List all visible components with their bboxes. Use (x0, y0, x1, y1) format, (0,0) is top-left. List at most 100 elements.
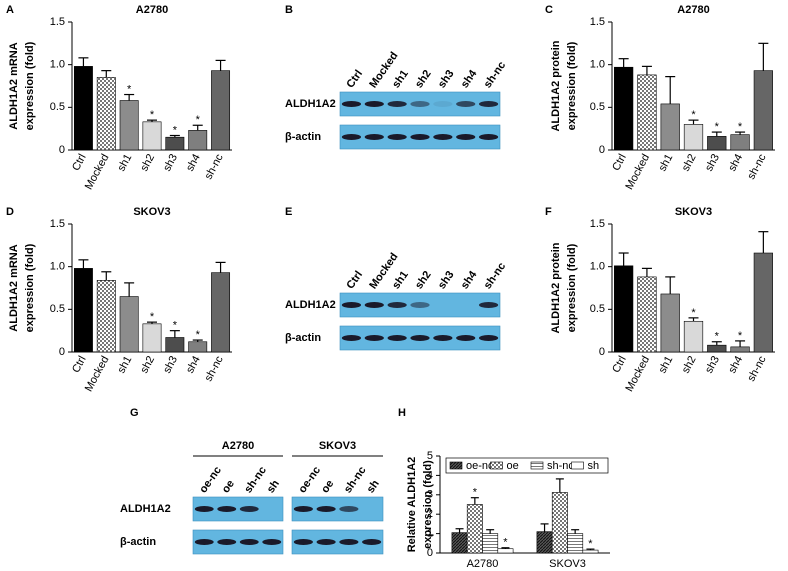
blot-band (364, 101, 384, 107)
y-axis-label: ALDH1A2 protein (550, 242, 562, 333)
x-tick-label: sh-nc (745, 354, 768, 384)
blot-band (478, 335, 499, 341)
significance-mark: * (173, 320, 178, 332)
blot-band (339, 506, 359, 512)
panel-label: C (545, 4, 553, 16)
legend-label: oe-nc (466, 460, 494, 472)
blot-band (387, 134, 407, 140)
bar (165, 337, 185, 353)
blot-band (387, 302, 407, 308)
lane-label: sh4 (459, 268, 480, 291)
x-tick-label: Ctrl (610, 152, 629, 173)
x-tick-label: sh2 (680, 152, 699, 173)
bar (188, 130, 208, 151)
lane-label: sh2 (413, 68, 434, 90)
blot-band (410, 101, 430, 107)
panel-label: F (545, 206, 552, 218)
significance-mark: * (196, 329, 201, 341)
blot-band (456, 134, 476, 140)
y-axis-label: expression (fold) (422, 460, 434, 549)
significance-mark: * (738, 121, 743, 133)
row-label: β-actin (285, 332, 321, 344)
significance-mark: * (150, 311, 155, 323)
row-label: β-actin (120, 536, 156, 548)
blot-band (341, 302, 362, 308)
bar (211, 70, 231, 151)
lane-label: Ctrl (344, 68, 365, 90)
bar (683, 320, 704, 353)
significance-mark: * (588, 538, 593, 550)
y-axis-label: ALDH1A2 mRNA (8, 42, 20, 129)
blot-band (478, 302, 499, 308)
blot-band (341, 101, 362, 107)
significance-mark: * (503, 537, 508, 549)
bar (730, 134, 750, 151)
lane-label: sh4 (459, 67, 480, 90)
blot-band (194, 539, 214, 545)
blot-band (239, 506, 259, 512)
x-tick-label: sh2 (138, 152, 157, 173)
legend-label: oe (507, 460, 519, 472)
significance-mark: * (173, 124, 178, 136)
lane-label: Ctrl (344, 269, 365, 291)
bar (614, 66, 634, 151)
row-label: β-actin (285, 131, 321, 143)
bar (165, 136, 185, 151)
y-tick-label: 1.5 (590, 218, 605, 230)
y-tick-label: 1.5 (50, 218, 65, 230)
lane-label: sh-nc (482, 260, 509, 291)
x-tick-label: A2780 (467, 558, 499, 570)
lane-label: sh-nc (342, 464, 369, 495)
blot-band (387, 335, 407, 341)
bar (567, 533, 584, 554)
blot-band (341, 335, 362, 341)
blot-band (364, 134, 384, 140)
bar (730, 346, 750, 353)
x-tick-label: sh1 (115, 354, 134, 375)
blot-band (341, 134, 362, 140)
x-tick-label: sh4 (184, 152, 203, 173)
bar (660, 103, 680, 151)
blot-band (410, 302, 430, 308)
x-tick-label: sh3 (703, 152, 722, 173)
y-tick-label: 0 (59, 346, 65, 358)
chart-title: A2780 (677, 4, 709, 16)
lane-label: oe (319, 478, 336, 495)
legend-box (445, 457, 609, 474)
lane-label: sh-nc (482, 59, 509, 90)
legend-swatch (449, 461, 463, 470)
bar (73, 66, 93, 151)
significance-mark: * (715, 121, 720, 133)
significance-mark: * (691, 307, 696, 319)
x-tick-label: sh2 (138, 354, 157, 375)
blot-band (410, 335, 430, 341)
row-label: ALDH1A2 (285, 98, 336, 110)
bar (142, 323, 162, 353)
x-tick-label: sh1 (657, 152, 676, 173)
y-tick-label: 0 (599, 144, 605, 156)
blot-band (293, 539, 313, 545)
y-axis-label: expression (fold) (566, 41, 578, 130)
blot-band (433, 134, 453, 140)
bar (119, 296, 139, 353)
y-tick-label: 5 (427, 450, 433, 462)
blot-band (293, 506, 313, 512)
bar (753, 70, 773, 151)
blot-band (217, 506, 237, 512)
significance-mark: * (715, 331, 720, 343)
x-tick-label: sh3 (161, 152, 180, 173)
blot-band (478, 101, 499, 107)
y-tick-label: 0.5 (50, 303, 65, 315)
x-tick-label: Ctrl (610, 354, 629, 375)
x-tick-label: sh-nc (203, 354, 226, 384)
row-label: ALDH1A2 (120, 503, 171, 515)
y-tick-label: 0.5 (590, 303, 605, 315)
significance-mark: * (127, 83, 132, 95)
blot-band (362, 539, 382, 545)
panel-label: H (398, 407, 406, 419)
bar (707, 344, 727, 353)
panel-label: G (130, 407, 139, 419)
blot-band (339, 539, 359, 545)
y-tick-label: 0 (59, 144, 65, 156)
y-tick-label: 1 (427, 528, 433, 540)
